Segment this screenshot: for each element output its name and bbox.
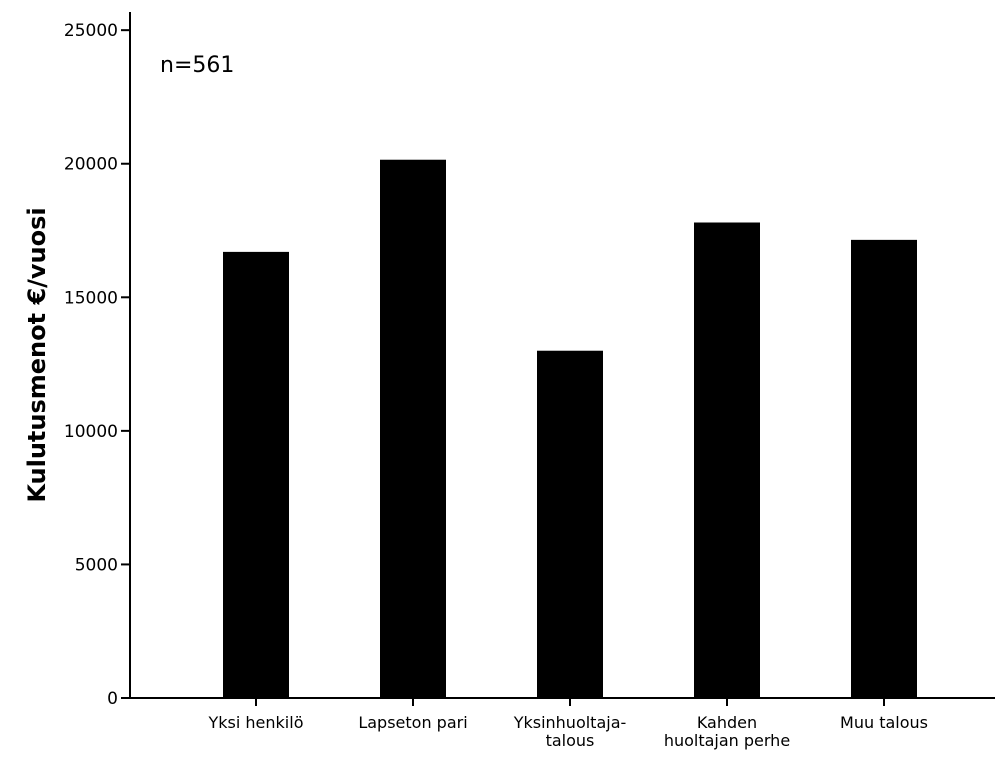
- x-tick-label: Lapseton pari: [358, 713, 467, 732]
- y-axis: 0 5000 10000 15000 20000 25000: [64, 12, 131, 709]
- bar: [537, 350, 603, 698]
- x-tick-label: Yksi henkilö: [208, 713, 304, 732]
- bars: [223, 159, 917, 698]
- x-axis: Yksi henkilö Lapseton pari Yksinhuoltaja-t…: [130, 697, 995, 750]
- bar: [694, 222, 760, 698]
- x-tick-label: Kahden huoltajan perhe: [664, 713, 790, 750]
- y-tick-label: 15000: [64, 288, 118, 308]
- y-axis-label: Kulutusmenot €/vuosi: [23, 207, 51, 502]
- bar: [223, 251, 289, 698]
- y-tick-label: 5000: [75, 555, 118, 575]
- y-tick-label: 25000: [64, 21, 118, 41]
- x-tick-label: Muu talous: [840, 713, 928, 732]
- bar: [851, 239, 917, 698]
- x-tick-label: Yksinhuoltaja-talous: [513, 713, 627, 750]
- y-tick-label: 0: [107, 689, 118, 709]
- y-tick-label: 10000: [64, 422, 118, 442]
- bar: [380, 159, 446, 698]
- y-tick-label: 20000: [64, 155, 118, 175]
- sample-size-annotation: n=561: [160, 53, 234, 78]
